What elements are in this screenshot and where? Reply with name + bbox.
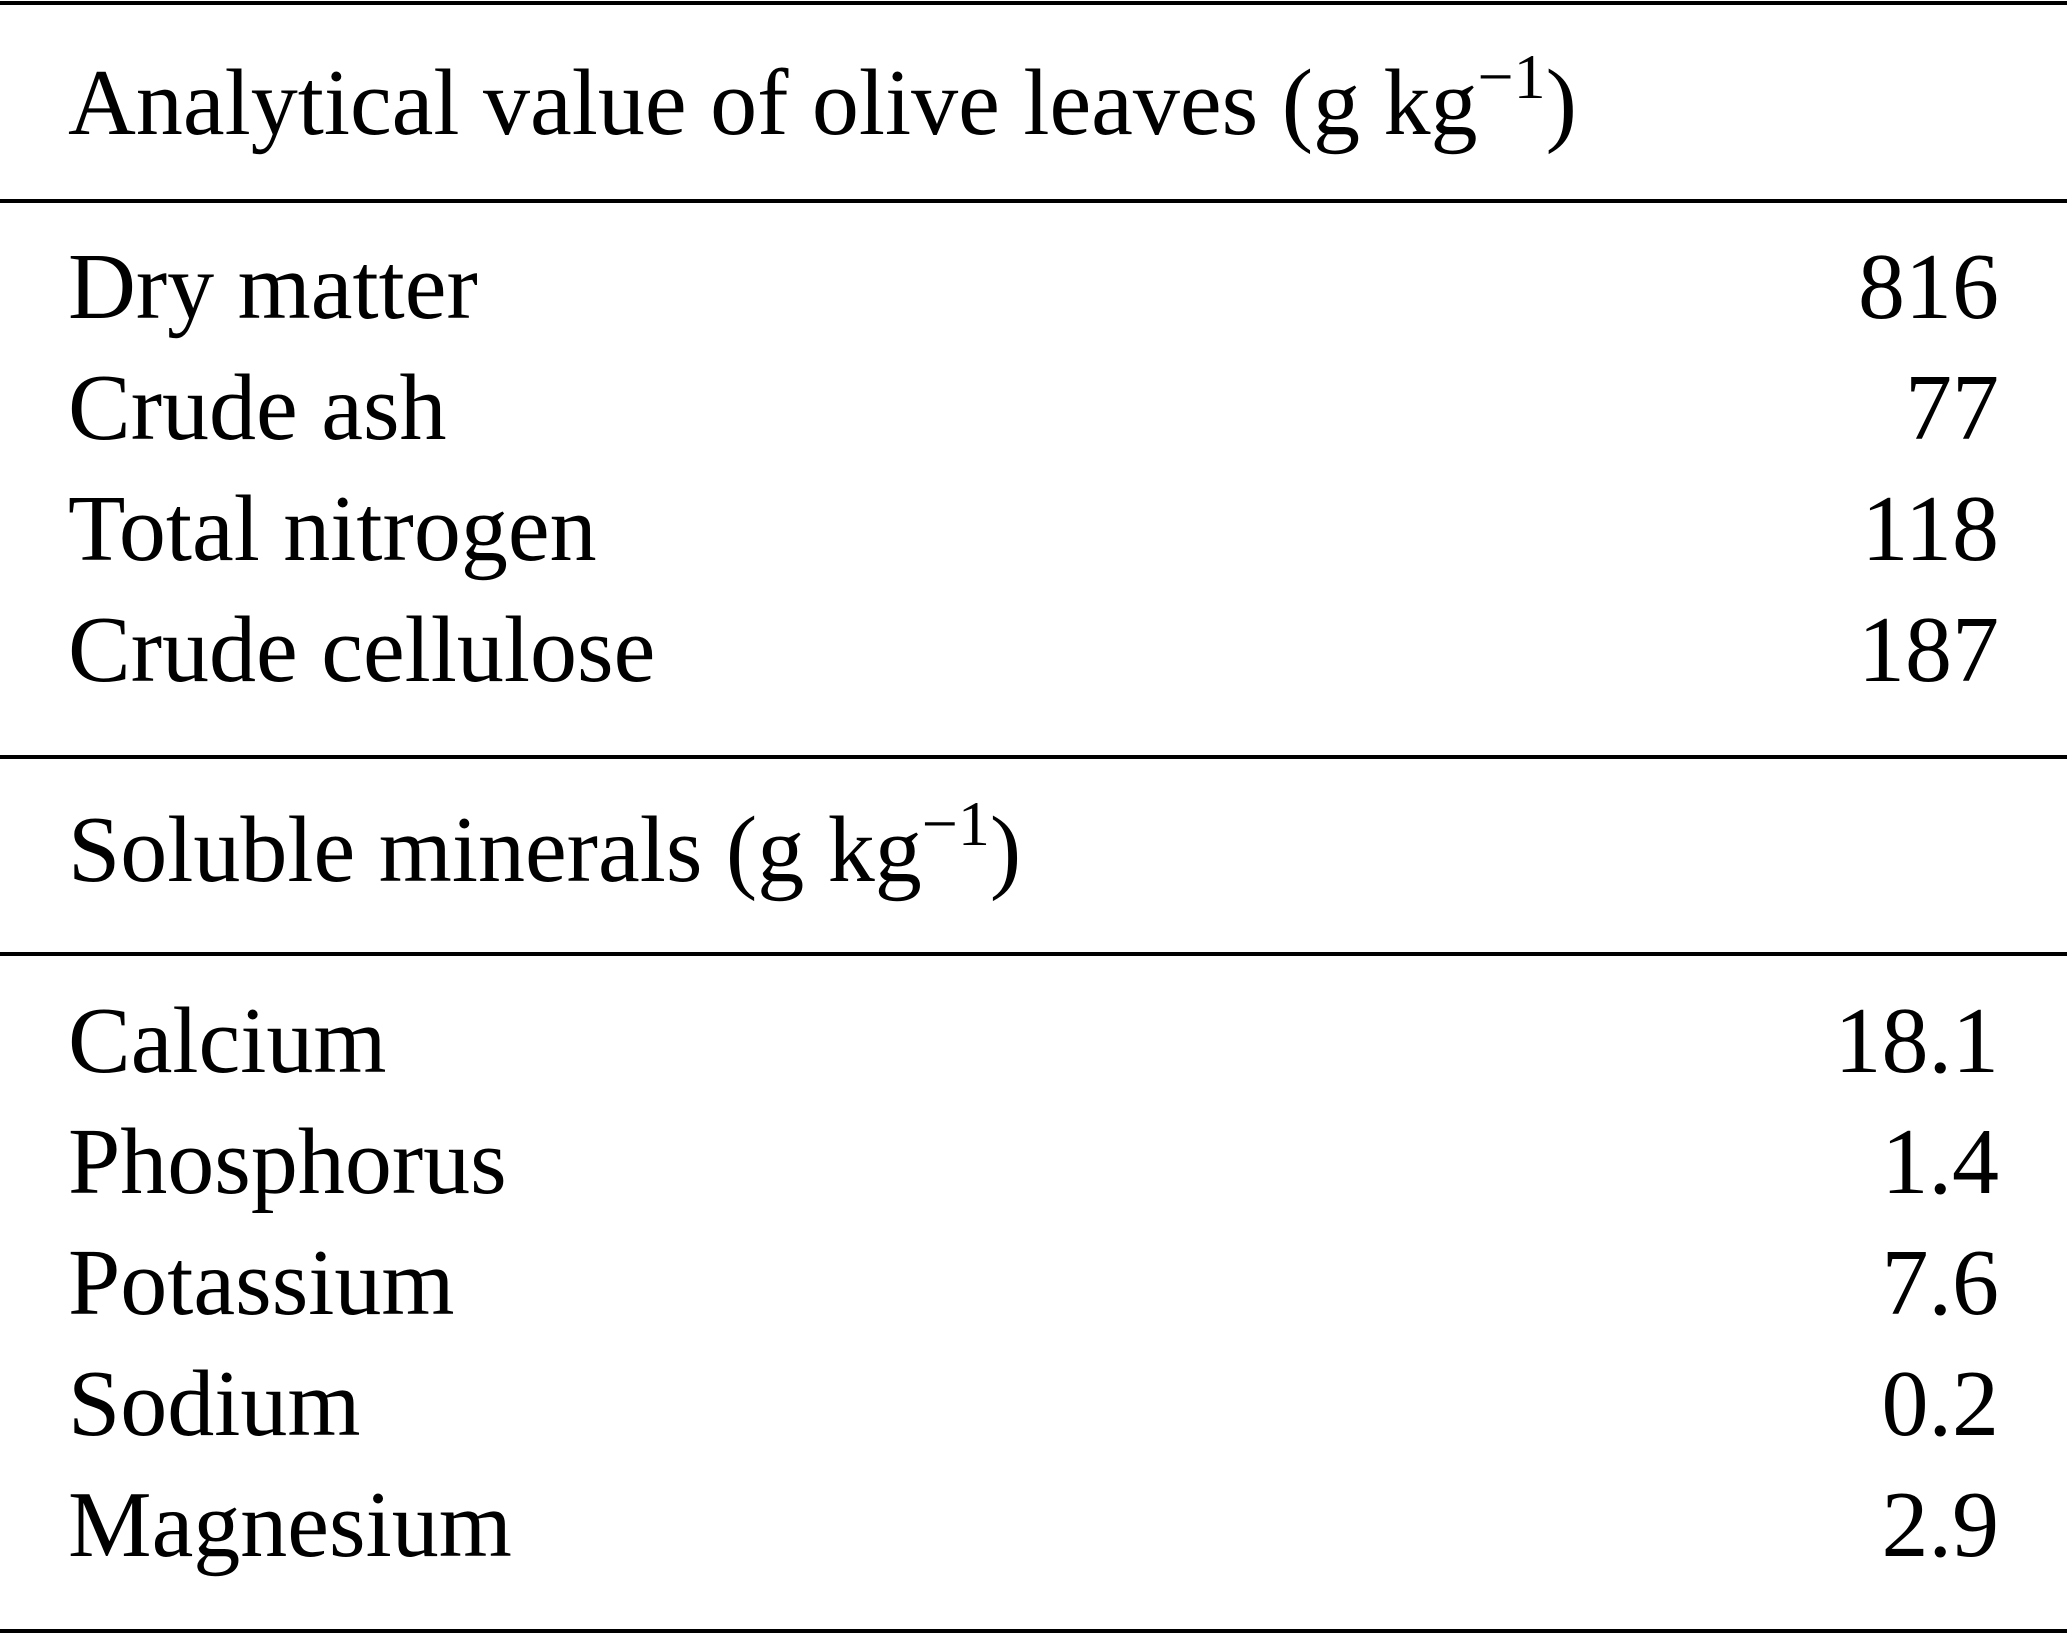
row-label: Dry matter [68, 235, 478, 339]
rule [0, 1629, 2067, 1633]
row-value: 0.2 [1881, 1352, 2000, 1456]
row-value: 7.6 [1881, 1231, 2000, 1335]
row-value: 187 [1858, 598, 1999, 702]
row-value: 816 [1858, 235, 1999, 339]
row-label: Phosphorus [68, 1110, 507, 1214]
section-header: Analytical value of olive leaves (g kg−1… [68, 41, 1577, 163]
row-value: 18.1 [1834, 989, 2000, 1093]
row-label: Crude ash [68, 356, 447, 460]
rule [0, 1, 2067, 5]
row-label: Magnesium [68, 1473, 512, 1577]
row-value: 2.9 [1881, 1473, 2000, 1577]
row-label: Potassium [68, 1231, 455, 1335]
superscript: −1 [1477, 41, 1546, 112]
row-label: Crude cellulose [68, 598, 656, 702]
header-text: Soluble minerals (g kg [68, 798, 922, 902]
header-text: Analytical value of olive leaves (g kg [68, 51, 1478, 155]
row-label: Sodium [68, 1352, 361, 1456]
row-value: 77 [1905, 356, 1999, 460]
row-value: 118 [1861, 477, 1999, 581]
row-label: Total nitrogen [68, 477, 597, 581]
row-label: Calcium [68, 989, 387, 1093]
row-value: 1.4 [1881, 1110, 2000, 1214]
superscript: −1 [921, 788, 990, 859]
rule [0, 199, 2067, 203]
section-header: Soluble minerals (g kg−1) [68, 788, 1022, 910]
header-text: ) [1545, 51, 1577, 155]
header-text: ) [989, 798, 1022, 902]
rule [0, 952, 2067, 956]
rule [0, 755, 2067, 759]
